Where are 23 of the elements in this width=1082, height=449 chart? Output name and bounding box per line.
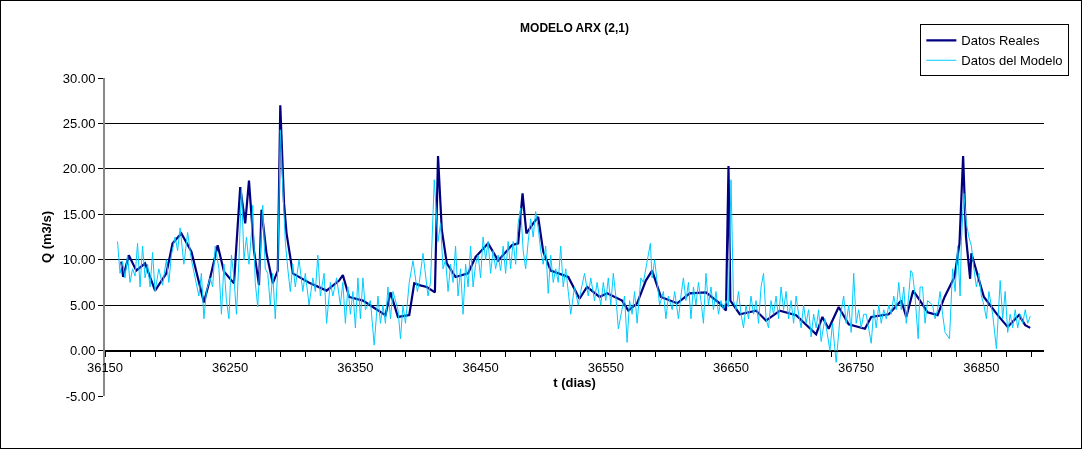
y-tick-label: -5.00 bbox=[65, 388, 96, 404]
y-tick-label: 0.00 bbox=[70, 343, 96, 359]
y-tick-label: 5.00 bbox=[70, 297, 96, 313]
y-tick-label: 30.00 bbox=[62, 70, 96, 86]
x-tick-label: 36350 bbox=[337, 360, 374, 376]
y-tick-label: 10.00 bbox=[62, 252, 96, 268]
line-series bbox=[117, 129, 1031, 363]
line-series bbox=[120, 104, 1032, 336]
y-axis-title: Q (m3/s) bbox=[39, 210, 55, 264]
x-tick-label: 36750 bbox=[838, 360, 875, 376]
y-tick-label: 15.00 bbox=[62, 206, 96, 222]
legend-label: Datos del Modelo bbox=[961, 53, 1063, 69]
x-tick-label: 36650 bbox=[712, 360, 750, 376]
x-tick-label: 36250 bbox=[212, 360, 249, 376]
x-axis-title: t (dias) bbox=[553, 375, 596, 391]
x-tick-label: 36450 bbox=[462, 360, 499, 376]
x-tick-label: 36550 bbox=[587, 360, 624, 376]
chart-title: MODELO ARX (2,1) bbox=[520, 21, 629, 36]
y-tick-label: 20.00 bbox=[62, 161, 96, 177]
x-tick-label: 36850 bbox=[963, 360, 1000, 376]
legend-label: Datos Reales bbox=[961, 33, 1040, 49]
y-tick-label: 25.00 bbox=[62, 115, 96, 131]
x-tick-label: 36150 bbox=[86, 360, 124, 376]
